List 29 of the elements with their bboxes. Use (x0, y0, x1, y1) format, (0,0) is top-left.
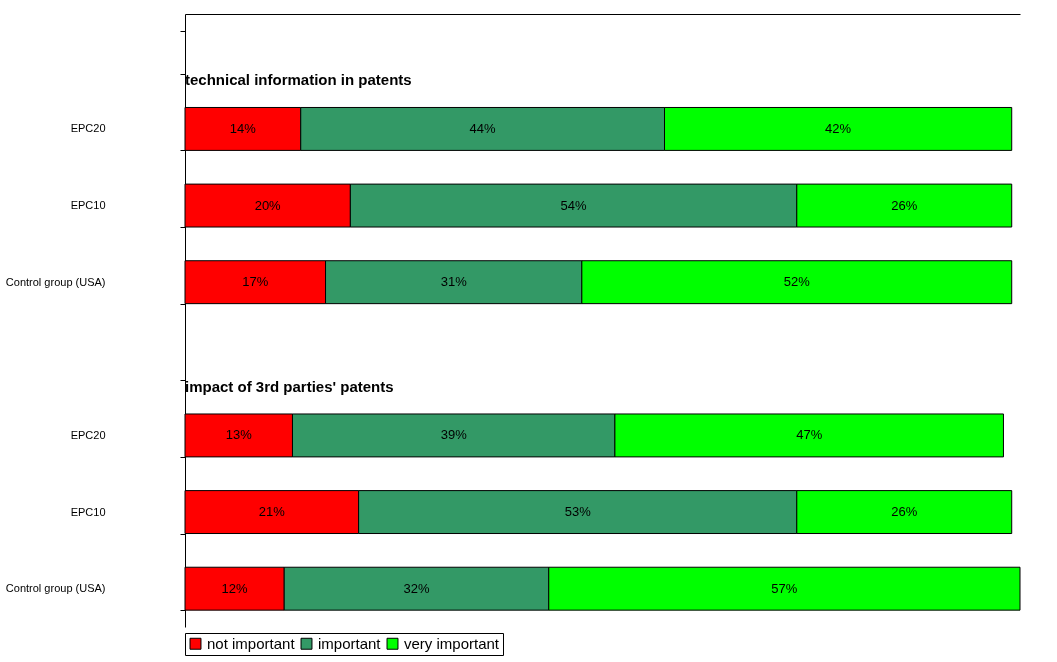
data-label: 17% (242, 274, 269, 290)
y-tick-label: EPC10 (70, 505, 106, 518)
data-label: 20% (254, 197, 282, 213)
data-label: 21% (258, 504, 286, 520)
data-label: 26% (891, 504, 918, 520)
data-label: 31% (440, 274, 468, 290)
y-tick-label: Control group (USA) (5, 275, 106, 288)
data-label: 52% (783, 274, 811, 290)
data-label: 12% (221, 580, 249, 596)
data-label: 42% (825, 120, 852, 136)
data-label: 53% (564, 504, 592, 520)
data-label: 39% (440, 427, 468, 443)
y-tick-label: EPC20 (70, 122, 106, 135)
legend-label: not important (207, 634, 296, 652)
data-label: 44% (469, 120, 497, 136)
legend-label: very important (404, 634, 500, 652)
data-label: 14% (229, 120, 257, 136)
y-tick-label: EPC20 (70, 428, 106, 441)
annotation: technical information in patents (185, 71, 412, 89)
data-label: 13% (225, 427, 253, 443)
data-label: 57% (771, 580, 798, 596)
data-label: 47% (796, 427, 823, 443)
data-label: 54% (560, 197, 588, 213)
y-tick-label: EPC10 (70, 199, 106, 212)
data-label: 26% (891, 197, 918, 213)
annotation: impact of 3rd parties' patents (185, 377, 394, 395)
y-tick-label: Control group (USA) (5, 582, 106, 595)
legend-label: important (318, 634, 382, 652)
data-label: 32% (403, 580, 430, 596)
